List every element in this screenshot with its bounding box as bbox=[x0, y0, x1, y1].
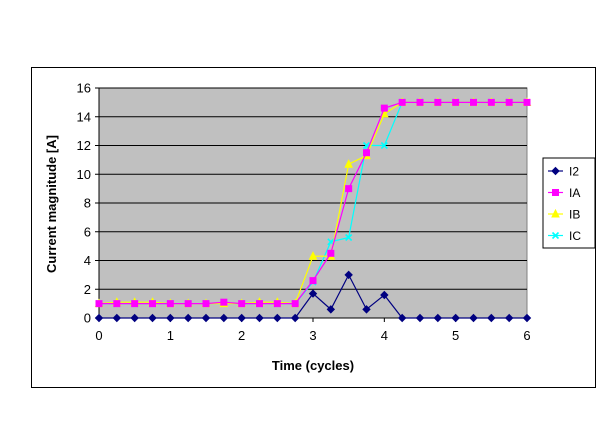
legend-marker-ia bbox=[552, 189, 559, 196]
x-tick-label: 2 bbox=[238, 328, 245, 343]
data-point-ia bbox=[309, 277, 317, 285]
x-tick-label: 3 bbox=[309, 328, 316, 343]
y-tick-label: 16 bbox=[77, 81, 91, 96]
data-point-ib bbox=[308, 251, 318, 260]
data-point-ia bbox=[95, 300, 103, 308]
x-axis-title: Time (cycles) bbox=[272, 358, 354, 373]
legend-marker-ib bbox=[551, 208, 560, 218]
data-point-ia bbox=[166, 300, 174, 308]
data-point-ic bbox=[345, 233, 353, 242]
data-point-i2 bbox=[326, 305, 336, 314]
data-point-i2 bbox=[487, 313, 496, 323]
y-tick-label: 14 bbox=[77, 109, 91, 124]
data-point-ia bbox=[487, 98, 495, 106]
data-point-ia bbox=[273, 300, 281, 308]
data-point-i2 bbox=[273, 313, 282, 323]
data-point-i2 bbox=[397, 313, 407, 323]
data-point-ic bbox=[380, 141, 388, 150]
data-point-ia bbox=[184, 300, 192, 308]
data-point-ia bbox=[220, 298, 228, 306]
data-point-i2 bbox=[130, 313, 139, 323]
data-point-ib bbox=[344, 159, 353, 168]
data-point-ia bbox=[363, 149, 370, 157]
data-point-i2 bbox=[380, 290, 389, 300]
data-point-ia bbox=[113, 300, 121, 308]
data-point-i2 bbox=[344, 270, 353, 280]
data-point-i2 bbox=[255, 313, 264, 323]
x-tick-label: 5 bbox=[452, 328, 459, 343]
data-point-i2 bbox=[148, 313, 157, 323]
data-point-i2 bbox=[166, 313, 175, 323]
data-point-i2 bbox=[362, 305, 371, 314]
legend bbox=[542, 157, 596, 249]
data-point-ia bbox=[452, 98, 460, 106]
data-point-i2 bbox=[219, 313, 229, 323]
legend-marker-ic bbox=[551, 231, 560, 240]
x-tick-label: 0 bbox=[95, 328, 102, 343]
x-tick-label: 1 bbox=[167, 328, 174, 343]
data-point-i2 bbox=[308, 289, 318, 298]
legend-marker-i2 bbox=[551, 166, 560, 176]
y-tick-label: 4 bbox=[84, 253, 91, 268]
data-point-i2 bbox=[433, 313, 443, 323]
legend-label-ic: IC bbox=[569, 229, 581, 243]
y-axis-title: Current magnitude [A] bbox=[44, 135, 59, 273]
data-point-ia bbox=[149, 300, 156, 308]
data-point-i2 bbox=[201, 313, 211, 323]
data-point-i2 bbox=[415, 313, 425, 323]
data-point-ia bbox=[434, 98, 442, 106]
y-tick-label: 8 bbox=[84, 196, 91, 211]
data-point-i2 bbox=[469, 313, 478, 323]
data-point-ia bbox=[131, 300, 139, 308]
legend-label-ia: IA bbox=[569, 186, 580, 200]
legend-label-i2: I2 bbox=[569, 165, 579, 179]
data-point-ia bbox=[416, 98, 424, 106]
data-point-ia bbox=[523, 98, 531, 106]
data-point-i2 bbox=[94, 313, 104, 323]
data-point-i2 bbox=[290, 313, 300, 323]
data-point-ia bbox=[470, 98, 477, 106]
y-tick-label: 2 bbox=[84, 282, 91, 297]
data-point-ia bbox=[291, 300, 299, 308]
data-point-ia bbox=[327, 249, 335, 257]
x-tick-label: 6 bbox=[523, 328, 530, 343]
data-point-ia bbox=[398, 98, 406, 106]
data-point-ia bbox=[505, 98, 513, 106]
data-point-i2 bbox=[112, 313, 122, 323]
data-point-i2 bbox=[522, 313, 532, 323]
data-point-ia bbox=[345, 185, 353, 193]
data-point-ia bbox=[380, 104, 388, 112]
data-point-ia bbox=[238, 300, 246, 308]
x-tick-label: 4 bbox=[381, 328, 388, 343]
data-point-ia bbox=[256, 300, 263, 308]
data-point-i2 bbox=[504, 313, 514, 323]
data-point-i2 bbox=[183, 313, 193, 323]
data-point-ia bbox=[202, 300, 210, 308]
legend-label-ib: IB bbox=[569, 208, 580, 222]
y-tick-label: 12 bbox=[77, 138, 91, 153]
y-tick-label: 0 bbox=[84, 311, 91, 326]
data-point-i2 bbox=[451, 313, 460, 323]
y-tick-label: 10 bbox=[77, 167, 91, 182]
data-point-i2 bbox=[237, 313, 246, 323]
y-tick-label: 6 bbox=[84, 224, 91, 239]
